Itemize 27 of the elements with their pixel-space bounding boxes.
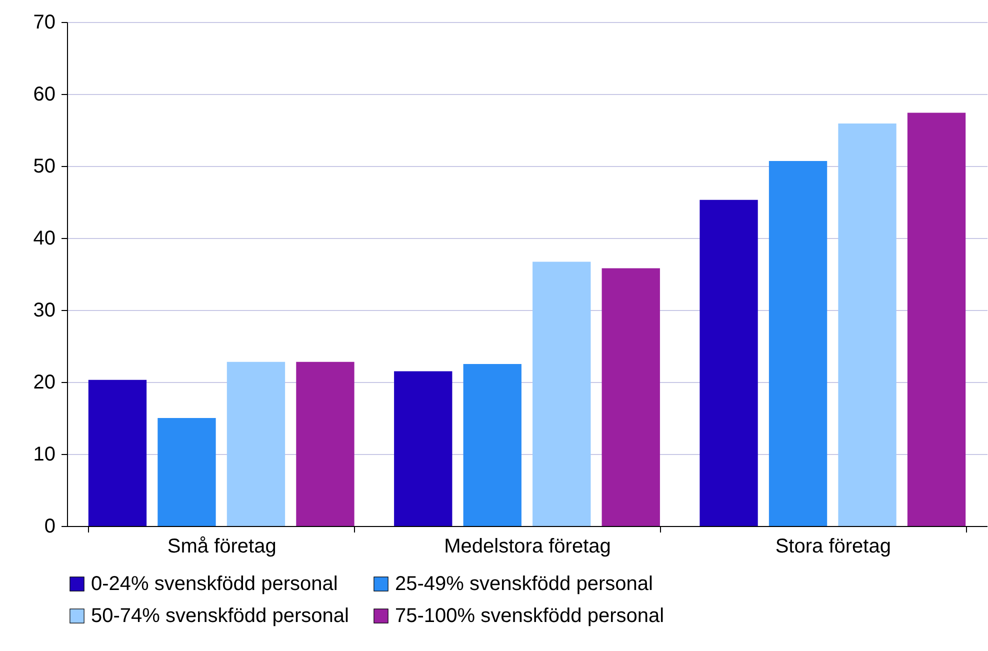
bar [296, 362, 354, 526]
bar [700, 200, 758, 526]
bar [158, 418, 216, 526]
legend-label: 0-24% svenskfödd personal [91, 573, 338, 595]
y-tick-label: 40 [33, 228, 56, 250]
bar [226, 362, 286, 526]
bar [768, 160, 828, 526]
bar [532, 262, 591, 526]
legend-label: 50-74% svenskfödd personal [91, 605, 349, 627]
y-tick-label: 70 [33, 12, 56, 34]
bar [602, 268, 660, 526]
bar [394, 371, 452, 526]
bar [88, 380, 147, 526]
y-tick-label: 50 [33, 156, 56, 178]
x-tick-label: Stora företag [775, 536, 891, 558]
y-tick-label: 0 [44, 516, 56, 538]
x-tick-label: Medelstora företag [444, 536, 611, 558]
bar [907, 112, 966, 526]
legend-label: 25-49% svenskfödd personal [395, 573, 653, 595]
bar [838, 124, 896, 526]
y-tick-label: 20 [33, 372, 56, 394]
y-tick-label: 60 [33, 84, 56, 106]
legend-label: 75-100% svenskfödd personal [395, 605, 664, 627]
x-tick-label: Små företag [167, 536, 276, 558]
bar [463, 364, 522, 526]
y-tick-label: 30 [33, 300, 56, 322]
y-tick-label: 10 [33, 444, 56, 466]
